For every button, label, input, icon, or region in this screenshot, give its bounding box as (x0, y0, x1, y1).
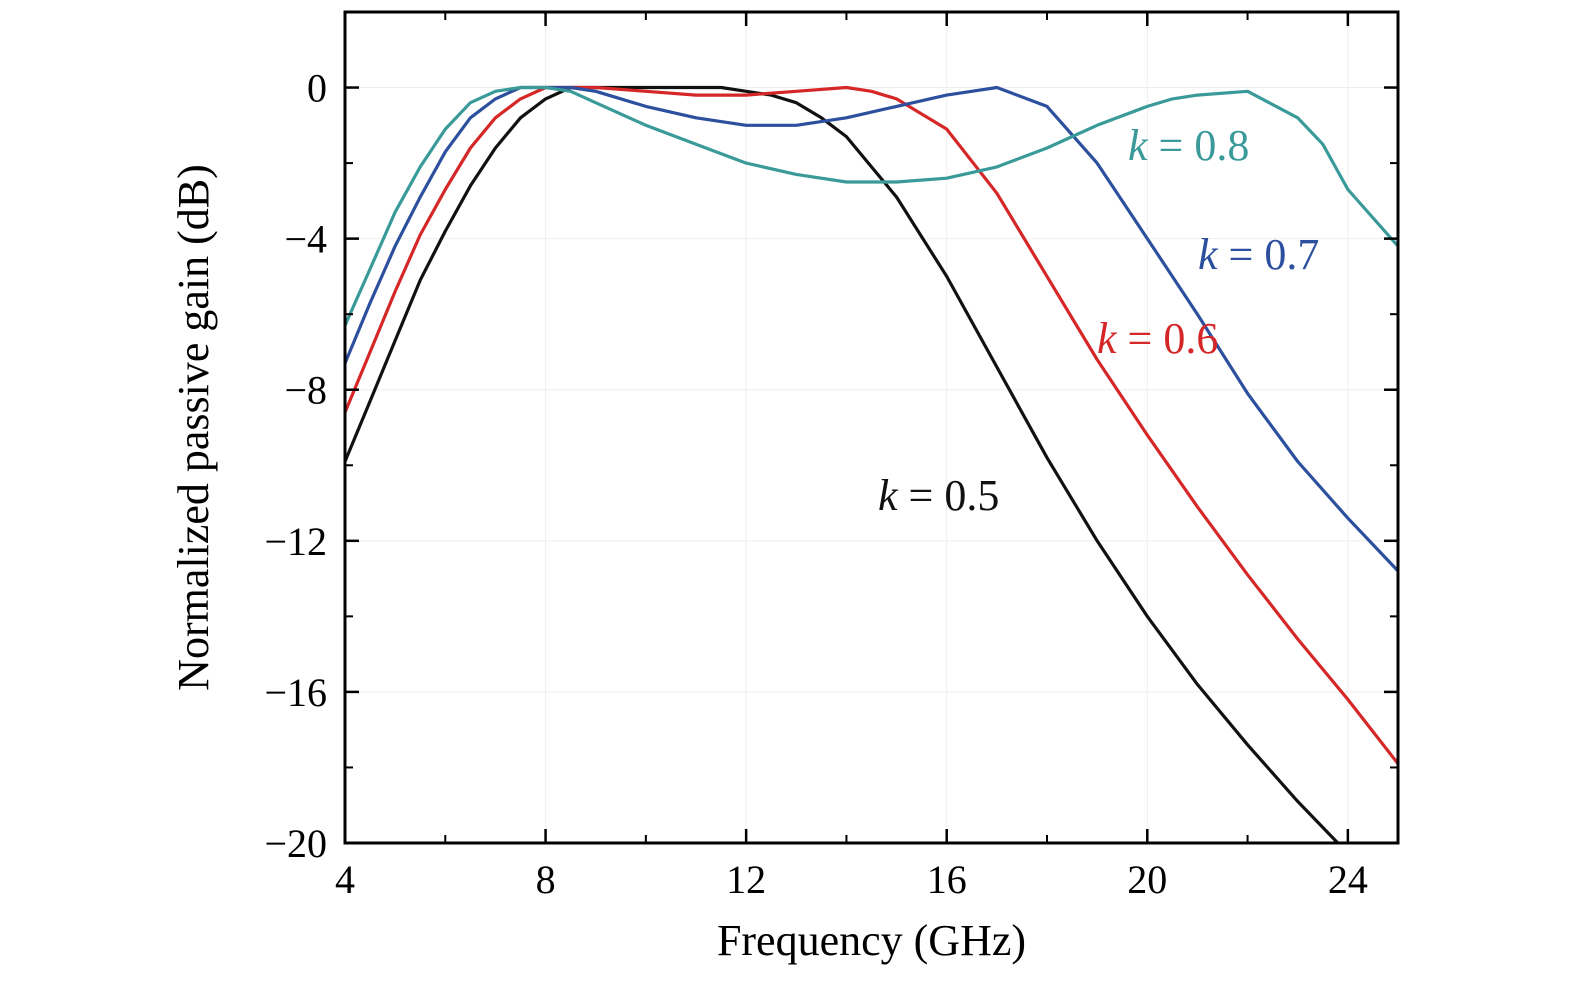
plot-frame (343, 10, 1400, 845)
series-lines (345, 85, 1398, 843)
axis-tick-labels: 4 8 12 16 20 24 0 −4 −8 −12 −16 −20 (264, 66, 1367, 902)
y-tick-label: −4 (284, 217, 327, 262)
y-tick-label: −16 (264, 670, 327, 715)
y-tick-label: 0 (307, 66, 327, 111)
x-tick-label: 16 (927, 857, 967, 902)
series-label-k: k (1097, 314, 1118, 363)
series-label-2: k = 0.6 (1097, 314, 1218, 363)
y-axis-label: Normalized passive gain (dB) (169, 164, 218, 691)
x-tick-label: 20 (1127, 857, 1167, 902)
series-label-value: = 0.5 (898, 471, 1000, 520)
series-label-k: k (878, 471, 899, 520)
y-tick-label: −12 (264, 519, 327, 564)
series-line-4 (345, 85, 1398, 327)
series-label-k: k (1128, 121, 1149, 170)
series-label-k: k (1198, 230, 1219, 279)
series-line-2 (345, 85, 1398, 765)
series-line-1 (345, 85, 1339, 843)
series-line-3 (345, 85, 1398, 573)
x-axis-label: Frequency (GHz) (717, 916, 1026, 965)
series-label-value: = 0.6 (1117, 314, 1219, 363)
axis-ticks (343, 12, 1398, 845)
x-tick-label: 24 (1328, 857, 1368, 902)
series-label-1: k = 0.5 (878, 471, 999, 520)
y-tick-label: −20 (264, 821, 327, 866)
series-label-3: k = 0.7 (1198, 230, 1319, 279)
x-tick-label: 4 (335, 857, 355, 902)
x-tick-label: 8 (536, 857, 556, 902)
x-tick-label: 12 (726, 857, 766, 902)
series-label-4: k = 0.8 (1128, 121, 1249, 170)
series-labels: k = 0.5k = 0.6k = 0.7k = 0.8 (878, 121, 1319, 520)
series-label-value: = 0.8 (1148, 121, 1250, 170)
y-tick-label: −8 (284, 368, 327, 413)
series-label-value: = 0.7 (1218, 230, 1320, 279)
